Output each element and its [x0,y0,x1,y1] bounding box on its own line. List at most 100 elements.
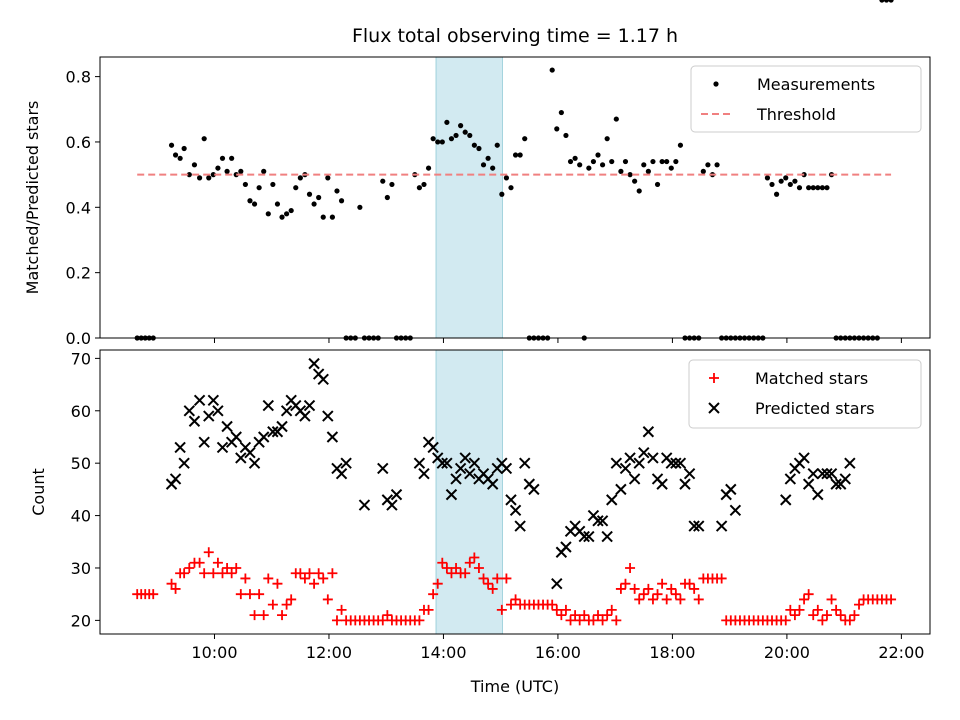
predicted-star-point [322,410,334,422]
predicted-star-point [335,467,348,480]
measurement-point [134,335,140,341]
predicted-star-point [427,441,439,454]
measurement-point [172,152,179,158]
predicted-star-point [212,405,224,417]
measurement-point [430,136,436,142]
matched-star-point [826,594,837,605]
measurement-point [311,201,317,207]
measurement-point [622,158,629,165]
matched-star-point [212,557,223,568]
measurement-point [535,335,542,341]
bottom-y-tick-label: 30 [71,559,91,578]
measurement-point [851,335,858,341]
predicted-star-point [317,373,329,386]
measurement-point [590,158,597,165]
measurement-point [558,109,564,116]
matched-star-point [322,594,333,605]
matched-star-point [170,583,181,594]
measurement-point [815,185,821,191]
measurement-point [686,335,693,341]
predicted-star-point [802,478,815,490]
matched-star-point [423,604,434,615]
measurement-point [719,335,725,341]
predicted-star-point [509,504,522,517]
bottom-panel: 10:00 12:00 14:00 16:00 18:00 20:00 22:00 20 30 4… [29,349,931,662]
measurement-point [476,145,482,152]
measurement-point [435,139,441,145]
predicted-star-point [592,515,604,527]
predicted-star-point [386,499,398,511]
measurement-point [325,175,331,181]
measurement-point [838,335,844,341]
measurement-point [150,335,156,341]
bottom-y-tick-label: 50 [71,454,91,473]
measurement-point [352,335,358,341]
measurement-point [751,335,757,341]
matched-star-point [295,568,306,579]
matched-star-point [281,599,292,610]
measurement-point [270,181,276,188]
measurement-point [380,178,386,184]
predicted-star-point [464,467,476,480]
measurement-point [728,335,734,341]
measurement-point [453,132,459,139]
measurement-point [792,178,798,184]
matched-star-point [254,589,265,600]
measurement-point [764,175,771,181]
measurement-point [806,185,812,191]
matched-star-point [277,610,288,621]
measurement-point [361,335,368,341]
measurement-point [197,175,203,181]
measurement-point [604,136,610,142]
measurement-point [773,191,780,197]
measurement-point [471,142,477,148]
matched-star-point [428,589,439,600]
measurement-point [531,335,537,341]
matched-star-point [331,615,342,626]
measurement-point [416,185,423,191]
measurement-point [384,194,390,201]
x-tick-label: 14:00 [420,643,466,662]
measurement-point [371,335,377,341]
measurement-point [668,165,674,171]
measurement-point [297,175,303,181]
bottom-y-tick-label: 70 [71,349,91,368]
predicted-star-point [807,467,819,480]
matched-star-point [556,610,567,621]
matched-star-point [625,562,636,573]
measurement-point [833,335,839,341]
measurement-point [293,185,299,191]
matched-star-point [464,557,475,568]
predicted-star-point [267,426,279,438]
measurement-point [636,188,642,194]
measurement-point [874,335,880,341]
matched-star-point [597,615,608,626]
predicted-star-point [244,446,256,459]
measurement-point [572,155,578,161]
measurement-point [265,211,271,217]
predicted-star-point [418,467,430,480]
matched-star-point [286,594,297,605]
measurement-point [856,335,862,341]
top-y-tick-label: 0.8 [66,68,91,87]
measurement-point [512,152,519,158]
measurement-point [737,335,743,341]
measurement-point [741,335,748,341]
matched-star-point [492,573,503,584]
matched-star-point [716,573,727,584]
matched-star-point [179,568,190,579]
matched-star-point [483,578,494,589]
predicted-star-point [638,446,650,459]
predicted-star-point [830,478,842,490]
measurement-point [407,335,413,341]
matched-star-point [194,557,205,568]
legend-label: Predicted stars [755,399,875,418]
matched-star-point [643,583,654,594]
measurement-point [861,335,867,341]
bottom-axes-frame [99,349,931,635]
measurement-point [338,198,345,204]
matched-star-point [267,599,278,610]
predicted-star-point [715,520,728,532]
predicted-star-point [377,462,389,475]
matched-star-point [689,583,700,594]
